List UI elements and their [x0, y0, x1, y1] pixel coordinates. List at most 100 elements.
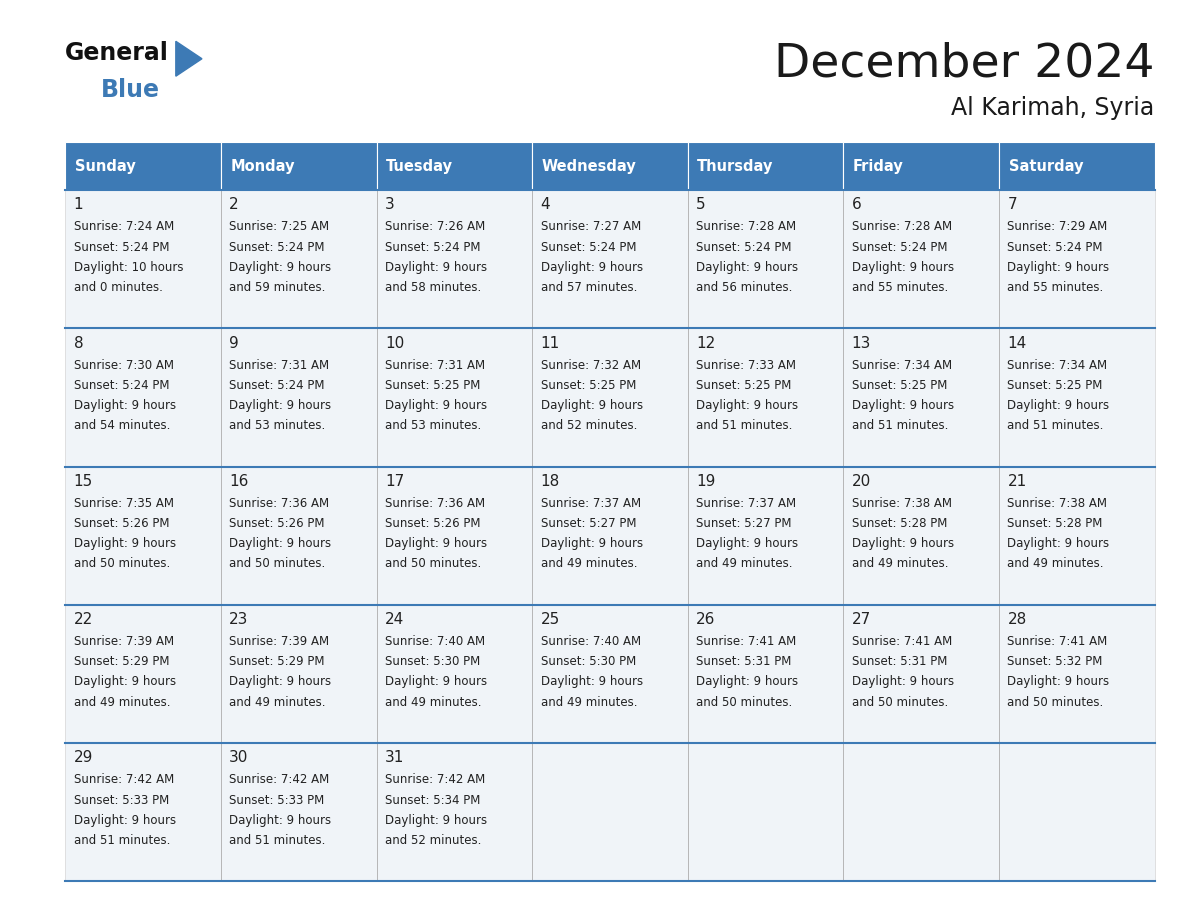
Text: Sunrise: 7:42 AM: Sunrise: 7:42 AM: [385, 773, 485, 787]
Text: General: General: [65, 41, 169, 65]
Text: Daylight: 9 hours: Daylight: 9 hours: [696, 676, 798, 688]
Text: 4: 4: [541, 197, 550, 212]
Bar: [221, 190, 377, 329]
Text: Daylight: 9 hours: Daylight: 9 hours: [74, 676, 176, 688]
Bar: [843, 466, 999, 605]
Bar: [999, 190, 1155, 329]
Bar: [65, 466, 221, 605]
Text: Daylight: 9 hours: Daylight: 9 hours: [74, 813, 176, 827]
Text: Sunset: 5:24 PM: Sunset: 5:24 PM: [541, 241, 636, 253]
Text: and 49 minutes.: and 49 minutes.: [541, 557, 637, 570]
Text: and 49 minutes.: and 49 minutes.: [385, 696, 481, 709]
Text: 28: 28: [1007, 612, 1026, 627]
Text: Sunset: 5:24 PM: Sunset: 5:24 PM: [229, 379, 324, 392]
Bar: [377, 329, 532, 466]
Text: 6: 6: [852, 197, 861, 212]
Text: Sunrise: 7:36 AM: Sunrise: 7:36 AM: [385, 497, 485, 509]
Text: Daylight: 9 hours: Daylight: 9 hours: [385, 813, 487, 827]
Text: Sunrise: 7:30 AM: Sunrise: 7:30 AM: [74, 359, 173, 372]
Text: Daylight: 9 hours: Daylight: 9 hours: [541, 537, 643, 550]
Bar: [999, 142, 1155, 190]
Text: Sunset: 5:24 PM: Sunset: 5:24 PM: [696, 241, 791, 253]
Text: Sunrise: 7:41 AM: Sunrise: 7:41 AM: [1007, 635, 1107, 648]
Text: and 56 minutes.: and 56 minutes.: [696, 281, 792, 294]
Text: 3: 3: [385, 197, 394, 212]
Text: and 53 minutes.: and 53 minutes.: [229, 420, 326, 432]
Text: and 49 minutes.: and 49 minutes.: [852, 557, 948, 570]
Text: 23: 23: [229, 612, 248, 627]
Text: Daylight: 10 hours: Daylight: 10 hours: [74, 261, 183, 274]
Text: Sunrise: 7:39 AM: Sunrise: 7:39 AM: [229, 635, 329, 648]
Text: 15: 15: [74, 474, 93, 489]
Text: Sunrise: 7:39 AM: Sunrise: 7:39 AM: [74, 635, 173, 648]
Bar: [377, 142, 532, 190]
Bar: [532, 329, 688, 466]
Text: 26: 26: [696, 612, 715, 627]
Text: Daylight: 9 hours: Daylight: 9 hours: [852, 537, 954, 550]
Bar: [999, 329, 1155, 466]
Text: Sunrise: 7:31 AM: Sunrise: 7:31 AM: [385, 359, 485, 372]
Text: 7: 7: [1007, 197, 1017, 212]
Polygon shape: [176, 41, 202, 76]
Text: 30: 30: [229, 750, 248, 766]
Text: and 53 minutes.: and 53 minutes.: [385, 420, 481, 432]
Text: Sunrise: 7:27 AM: Sunrise: 7:27 AM: [541, 220, 640, 233]
Text: Sunset: 5:27 PM: Sunset: 5:27 PM: [541, 517, 636, 530]
Text: Sunrise: 7:40 AM: Sunrise: 7:40 AM: [541, 635, 640, 648]
Text: Sunset: 5:31 PM: Sunset: 5:31 PM: [696, 655, 791, 668]
Text: Sunset: 5:24 PM: Sunset: 5:24 PM: [385, 241, 480, 253]
Text: Daylight: 9 hours: Daylight: 9 hours: [385, 676, 487, 688]
Text: Sunrise: 7:34 AM: Sunrise: 7:34 AM: [852, 359, 952, 372]
Text: 17: 17: [385, 474, 404, 489]
Text: and 51 minutes.: and 51 minutes.: [852, 420, 948, 432]
Bar: [221, 605, 377, 743]
Text: Sunrise: 7:41 AM: Sunrise: 7:41 AM: [852, 635, 952, 648]
Text: Sunrise: 7:41 AM: Sunrise: 7:41 AM: [696, 635, 796, 648]
Text: Daylight: 9 hours: Daylight: 9 hours: [229, 813, 331, 827]
Text: Sunset: 5:24 PM: Sunset: 5:24 PM: [229, 241, 324, 253]
Text: Daylight: 9 hours: Daylight: 9 hours: [1007, 537, 1110, 550]
Text: 10: 10: [385, 336, 404, 351]
Text: and 55 minutes.: and 55 minutes.: [852, 281, 948, 294]
Text: Sunday: Sunday: [75, 159, 135, 174]
Text: 9: 9: [229, 336, 239, 351]
Text: 29: 29: [74, 750, 93, 766]
Text: Daylight: 9 hours: Daylight: 9 hours: [229, 399, 331, 412]
Text: Blue: Blue: [101, 78, 160, 102]
Text: and 49 minutes.: and 49 minutes.: [541, 696, 637, 709]
Bar: [532, 605, 688, 743]
Text: Sunrise: 7:32 AM: Sunrise: 7:32 AM: [541, 359, 640, 372]
Text: Sunset: 5:24 PM: Sunset: 5:24 PM: [852, 241, 947, 253]
Text: Al Karimah, Syria: Al Karimah, Syria: [952, 96, 1155, 120]
Text: Sunset: 5:25 PM: Sunset: 5:25 PM: [696, 379, 791, 392]
Text: Sunset: 5:28 PM: Sunset: 5:28 PM: [1007, 517, 1102, 530]
Text: Sunrise: 7:37 AM: Sunrise: 7:37 AM: [696, 497, 796, 509]
Bar: [221, 329, 377, 466]
Bar: [65, 142, 221, 190]
Text: Sunrise: 7:31 AM: Sunrise: 7:31 AM: [229, 359, 329, 372]
Bar: [377, 190, 532, 329]
Text: and 49 minutes.: and 49 minutes.: [696, 557, 792, 570]
Bar: [843, 605, 999, 743]
Text: Daylight: 9 hours: Daylight: 9 hours: [852, 261, 954, 274]
Bar: [688, 466, 843, 605]
Text: Daylight: 9 hours: Daylight: 9 hours: [385, 537, 487, 550]
Bar: [688, 743, 843, 881]
Text: Sunrise: 7:25 AM: Sunrise: 7:25 AM: [229, 220, 329, 233]
Text: 22: 22: [74, 612, 93, 627]
Text: 12: 12: [696, 336, 715, 351]
Text: Sunset: 5:26 PM: Sunset: 5:26 PM: [229, 517, 324, 530]
Text: Sunrise: 7:42 AM: Sunrise: 7:42 AM: [74, 773, 173, 787]
Text: and 0 minutes.: and 0 minutes.: [74, 281, 163, 294]
Bar: [221, 142, 377, 190]
Text: Sunrise: 7:28 AM: Sunrise: 7:28 AM: [852, 220, 952, 233]
Text: Thursday: Thursday: [697, 159, 773, 174]
Text: Saturday: Saturday: [1009, 159, 1083, 174]
Text: Sunset: 5:24 PM: Sunset: 5:24 PM: [74, 241, 169, 253]
Text: Sunrise: 7:29 AM: Sunrise: 7:29 AM: [1007, 220, 1107, 233]
Bar: [377, 605, 532, 743]
Bar: [532, 190, 688, 329]
Bar: [999, 743, 1155, 881]
Text: Tuesday: Tuesday: [386, 159, 453, 174]
Bar: [532, 466, 688, 605]
